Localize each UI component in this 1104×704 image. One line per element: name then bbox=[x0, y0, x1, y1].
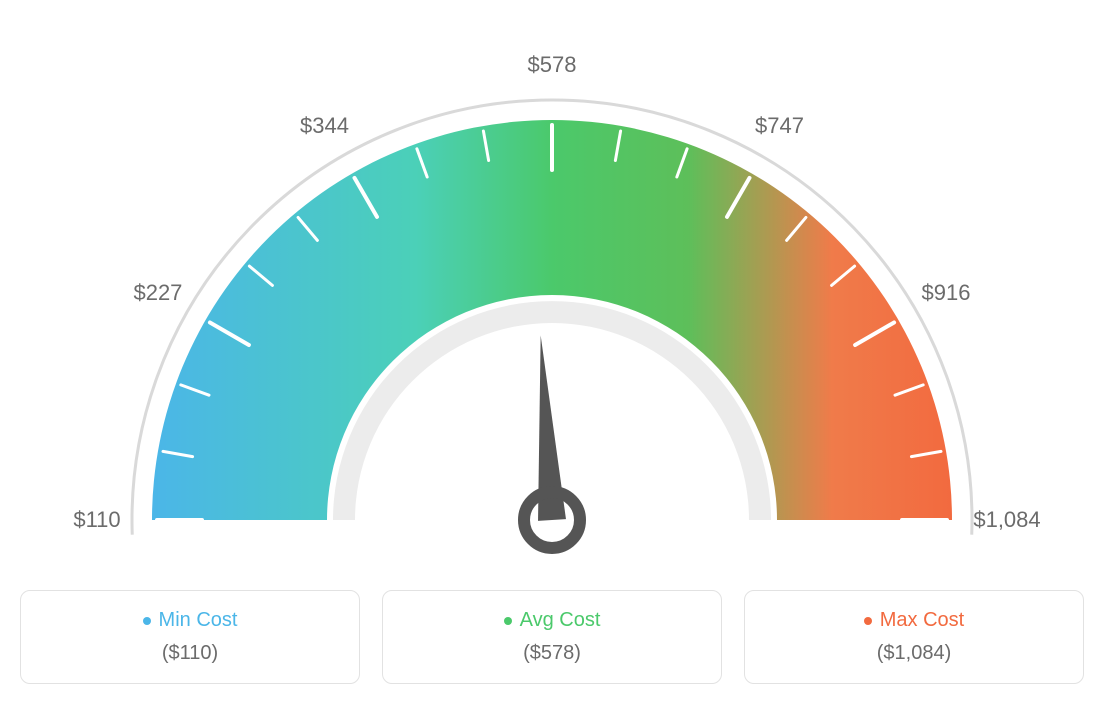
gauge-tick-label: $227 bbox=[133, 280, 182, 306]
gauge-tick-label: $916 bbox=[922, 280, 971, 306]
legend-title-avg: Avg Cost bbox=[520, 609, 601, 632]
dot-icon bbox=[504, 617, 512, 625]
gauge-tick-label: $1,084 bbox=[973, 507, 1040, 533]
gauge-tick-label: $344 bbox=[300, 113, 349, 139]
legend-row: Min Cost ($110) Avg Cost ($578) Max Cost… bbox=[20, 590, 1084, 684]
legend-card-min: Min Cost ($110) bbox=[20, 590, 360, 684]
gauge-tick-label: $110 bbox=[73, 507, 120, 533]
legend-title-min: Min Cost bbox=[159, 609, 238, 632]
legend-value-max: ($1,084) bbox=[745, 642, 1083, 665]
legend-title-max: Max Cost bbox=[880, 609, 964, 632]
gauge-tick-label: $747 bbox=[755, 113, 804, 139]
legend-card-avg: Avg Cost ($578) bbox=[382, 590, 722, 684]
dot-icon bbox=[864, 617, 872, 625]
legend-card-max: Max Cost ($1,084) bbox=[744, 590, 1084, 684]
gauge-tick-label: $578 bbox=[528, 52, 577, 78]
dot-icon bbox=[143, 617, 151, 625]
legend-value-avg: ($578) bbox=[383, 642, 721, 665]
legend-value-min: ($110) bbox=[21, 642, 359, 665]
cost-gauge: $110 $227 $344 $578 $747 $916 $1,084 bbox=[20, 20, 1084, 580]
